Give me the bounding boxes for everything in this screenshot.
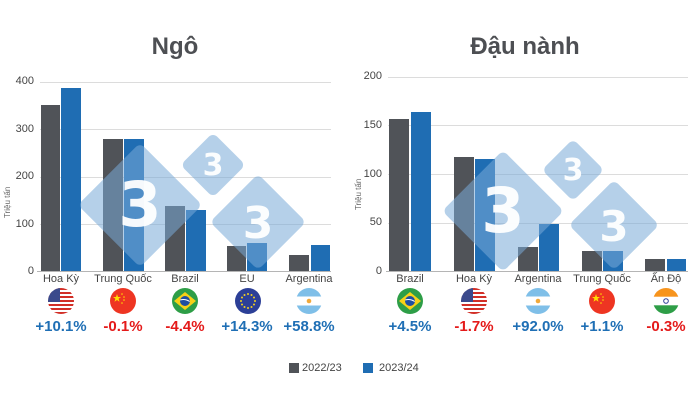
category-label: Hoa Kỳ: [42, 273, 80, 285]
legend-item-2023-24[interactable]: 2023/24: [363, 362, 419, 374]
gridline: [388, 174, 688, 175]
legend-swatch-icon: [363, 363, 373, 373]
y-tick: 200: [363, 70, 382, 82]
category-label: EU: [239, 273, 255, 285]
y-axis-label: Triệu tấn: [354, 178, 363, 210]
y-tick: 0: [27, 265, 34, 277]
bar-argentina-2022: [518, 247, 538, 271]
change-percent: +14.3%: [221, 318, 273, 335]
gridline: [40, 177, 331, 178]
gridline: [40, 82, 331, 83]
category-label: Brazil: [396, 273, 424, 285]
gridline: [388, 125, 688, 126]
chart-title: Đậu nành: [470, 33, 580, 60]
brazil-flag-icon: [172, 288, 198, 314]
y-tick: 150: [363, 119, 382, 131]
brazil-flag-icon: [397, 288, 423, 314]
x-axis: [386, 271, 688, 272]
eu-flag-icon: [235, 288, 261, 314]
legend-item-2022-23[interactable]: 2022/23: [289, 362, 342, 374]
y-tick: 100: [15, 218, 34, 230]
y-tick: 400: [15, 75, 34, 87]
us-flag-icon: [48, 288, 74, 314]
watermark-digit: 3: [202, 148, 224, 183]
legend-swatch-icon: [289, 363, 299, 373]
category-label: Trung Quốc: [573, 273, 631, 285]
legend-label: 2023/24: [379, 362, 419, 374]
bar-brazil-2023: [186, 210, 206, 271]
change-percent: +58.8%: [283, 318, 335, 335]
corn-chart: Ngô Triệu tấn 400 300 200 100 0 3 3 3 Ho…: [0, 0, 350, 345]
y-tick: 100: [363, 168, 382, 180]
argentina-flag-icon: [525, 288, 551, 314]
gridline: [40, 129, 331, 130]
y-tick: 300: [15, 123, 34, 135]
argentina-flag-icon: [296, 288, 322, 314]
bar-an-do-2022: [645, 259, 665, 271]
y-tick: 200: [15, 170, 34, 182]
watermark-digit: 3: [242, 198, 274, 249]
change-percent: -1.7%: [454, 318, 494, 335]
soybean-chart: Đậu nành Triệu tấn 200 150 100 50 0 3 3 …: [350, 0, 700, 345]
bar-brazil-2023: [411, 112, 431, 271]
us-flag-icon: [461, 288, 487, 314]
watermark-digit: 3: [118, 168, 162, 241]
category-label: Ấn Độ: [650, 273, 682, 285]
y-axis-label: Triệu tấn: [3, 186, 12, 218]
india-flag-icon: [653, 288, 679, 314]
bar-brazil-2022: [389, 119, 409, 271]
y-tick: 0: [375, 265, 382, 277]
category-label: Brazil: [171, 273, 199, 285]
legend-label: 2022/23: [302, 362, 342, 374]
bar-trung-quoc-2022: [582, 251, 602, 271]
change-percent: +10.1%: [35, 318, 87, 335]
gridline: [40, 224, 331, 225]
change-percent: +1.1%: [580, 318, 624, 335]
bar-hoa-ky-2023: [61, 88, 81, 271]
watermark-digit: 3: [562, 153, 584, 188]
bar-hoa-ky-2022: [41, 105, 60, 271]
change-percent: -0.1%: [103, 318, 143, 335]
category-label: Hoa Kỳ: [455, 273, 493, 285]
bar-an-do-2023: [667, 259, 686, 271]
china-flag-icon: [110, 288, 136, 314]
category-label: Trung Quốc: [94, 273, 152, 285]
gridline: [388, 77, 688, 78]
watermark-digit: 3: [481, 174, 525, 247]
watermark-digit: 3: [599, 202, 629, 251]
chart-title: Ngô: [151, 33, 199, 60]
y-tick: 50: [369, 216, 382, 228]
bar-argentina-2023: [539, 224, 559, 271]
change-percent: +92.0%: [512, 318, 564, 335]
category-label: Argentina: [285, 273, 333, 285]
category-label: Argentina: [514, 273, 562, 285]
change-percent: -0.3%: [646, 318, 686, 335]
bar-argentina-2023: [311, 245, 330, 271]
bar-argentina-2022: [289, 255, 309, 271]
x-axis: [37, 271, 331, 272]
china-flag-icon: [589, 288, 615, 314]
change-percent: -4.4%: [165, 318, 205, 335]
change-percent: +4.5%: [388, 318, 432, 335]
